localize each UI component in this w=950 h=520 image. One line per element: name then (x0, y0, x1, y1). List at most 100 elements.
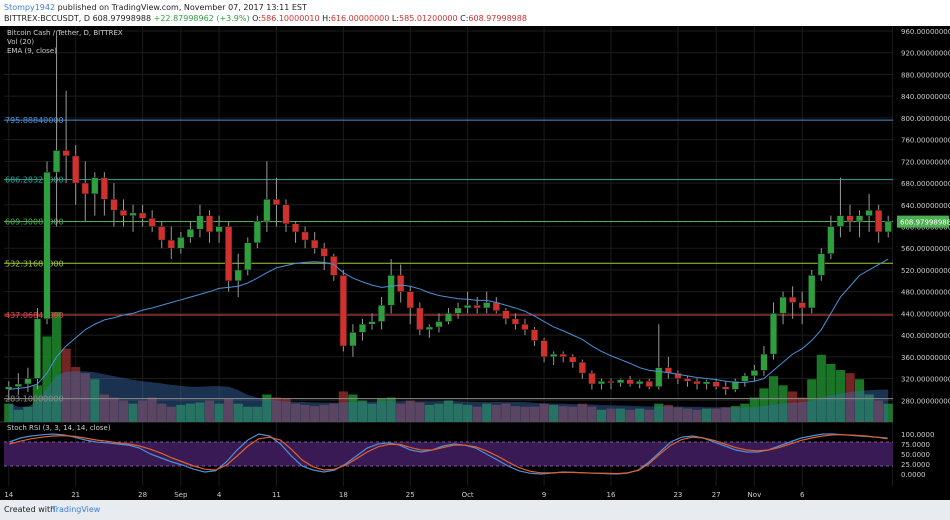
time-tick-label: 9 (542, 491, 546, 499)
price-tick-label: 800.00000000 (901, 115, 950, 123)
price-axis-bg (893, 26, 950, 486)
volume-bar (606, 408, 616, 422)
candle-body (91, 177, 99, 195)
volume-bar (443, 400, 454, 422)
volume-bar (568, 406, 578, 422)
time-tick-label: 25 (406, 491, 415, 499)
candle-body (358, 324, 367, 333)
volume-bar (635, 408, 645, 422)
time-tick-label: Nov (748, 491, 762, 499)
volume-bar (434, 403, 444, 422)
volume-bars (4, 312, 893, 422)
volume-bar (204, 400, 215, 422)
candle-body (693, 381, 701, 385)
volume-bar (854, 379, 865, 422)
vol-indicator-label: Vol (20) (7, 38, 34, 46)
volume-bar (472, 406, 482, 422)
rsi-tick-label: 25.0000 (901, 461, 930, 469)
volume-bar (529, 406, 540, 422)
rsi-tick-label: 50.0000 (901, 451, 930, 459)
volume-bar (13, 409, 23, 422)
price-axis[interactable]: 960.00000000 920.00000000 880.00000000 840.… (893, 26, 950, 486)
volume-bar (176, 404, 186, 422)
price-tick-label: 560.00000000 (901, 245, 950, 253)
candle-body (722, 386, 730, 390)
volume-bar (788, 391, 798, 422)
volume-bar (510, 406, 521, 422)
candle-body (789, 296, 797, 303)
candle-body (425, 326, 433, 330)
volume-bar (118, 400, 129, 422)
volume-bar (864, 394, 874, 422)
candle-body (444, 313, 453, 322)
candle-body (244, 242, 252, 271)
candle-body (52, 150, 61, 173)
price-tick-label: 440.00000000 (901, 310, 950, 318)
candle-body (808, 275, 816, 309)
volume-bar (300, 404, 310, 422)
candle-body (712, 381, 720, 387)
candle-body (645, 381, 653, 387)
volume-bar (759, 388, 769, 422)
candle-body (43, 171, 51, 320)
time-axis[interactable]: 14 21 28 Sep 4 11 18 25 Oct 9 16 23 27 Nov 6 (0, 486, 950, 500)
candle-body (205, 215, 214, 233)
volume-bar (778, 385, 788, 422)
candle-body (884, 221, 892, 233)
candle-body (483, 302, 491, 309)
published-text: published on TradingView.com, November 0… (57, 3, 307, 12)
tradingview-link[interactable]: TradingView (52, 505, 101, 514)
volume-bar (702, 408, 712, 422)
candle-body (62, 150, 70, 157)
candle-body (731, 381, 739, 390)
high-label: H: (322, 14, 331, 23)
volume-bar (32, 385, 43, 422)
candle-body (225, 226, 233, 282)
chart-area[interactable]: 795.88840000686.28320000609.30080000532.… (0, 26, 950, 500)
publish-line: Stompy1942 published on TradingView.com,… (4, 3, 307, 12)
candle-body (683, 378, 692, 382)
time-tick-label: 18 (339, 491, 348, 499)
candle-body (473, 304, 481, 309)
volume-bar (157, 403, 167, 422)
volume-bar (281, 398, 291, 422)
candle-body (502, 310, 510, 320)
volume-bar (396, 403, 406, 422)
candle-body (196, 215, 204, 230)
candle-body (349, 332, 357, 347)
volume-bar (463, 404, 473, 422)
volume-bar (453, 403, 463, 422)
volume-bar (740, 403, 750, 422)
price-tick-label: 520.00000000 (901, 267, 950, 275)
candle-body (846, 215, 854, 222)
candle-body (339, 275, 347, 347)
volume-bar (195, 402, 205, 422)
candle-body (636, 381, 644, 385)
candle-body (540, 340, 548, 358)
price-tick-label: 640.00000000 (901, 202, 950, 210)
author-link[interactable]: Stompy1942 (4, 3, 56, 12)
price-tick-label: 880.00000000 (901, 71, 950, 79)
candle-body (234, 269, 242, 282)
price-tick-label: 720.00000000 (901, 158, 950, 166)
volume-bar (711, 408, 721, 422)
candle-body (167, 239, 175, 249)
candle-body (607, 381, 615, 384)
volume-bar (42, 336, 52, 422)
candle-body (215, 226, 223, 233)
time-tick-label: 23 (673, 491, 682, 499)
candle-body (263, 199, 271, 222)
candle-body (626, 379, 634, 385)
candle-body (760, 353, 768, 371)
volume-bar (539, 403, 549, 422)
rsi-tick-label: 100.0000 (901, 431, 934, 439)
candle-body (33, 318, 42, 379)
time-tick-label: Sep (174, 491, 188, 499)
time-tick-label: 21 (71, 491, 80, 499)
symbol-text: BITTREX:BCCUSDT, D (4, 14, 91, 23)
volume-bar (329, 403, 339, 422)
candle-body (569, 356, 577, 363)
price-tick-label: 320.00000000 (901, 376, 950, 384)
volume-bar (80, 373, 90, 422)
price-tick-label: 400.00000000 (901, 332, 950, 340)
